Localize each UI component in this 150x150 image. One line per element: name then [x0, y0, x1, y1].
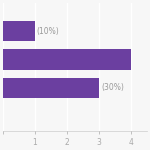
Text: (30%): (30%) [101, 84, 124, 93]
Bar [3, 21, 35, 41]
Text: (10%): (10%) [37, 27, 60, 36]
Bar [3, 78, 99, 98]
Bar [3, 49, 131, 70]
